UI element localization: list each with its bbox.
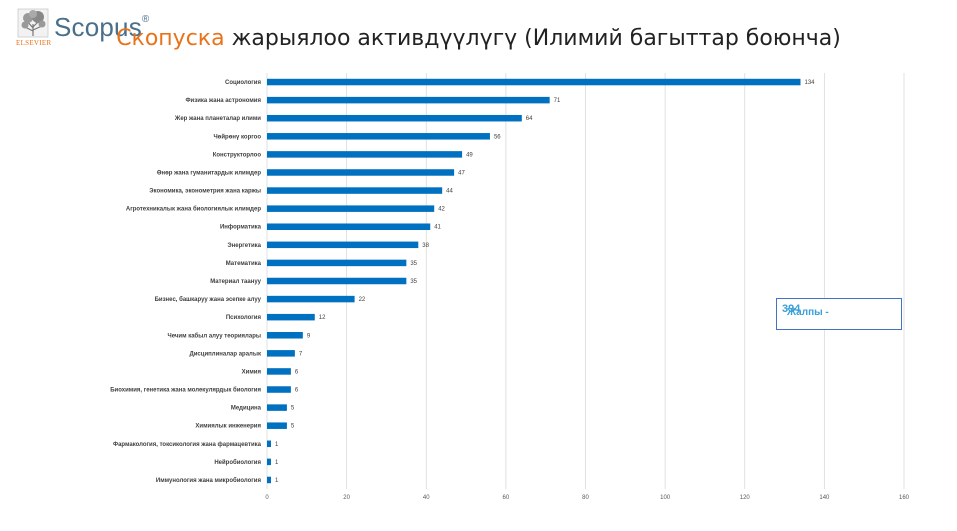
bar [267, 223, 431, 230]
total-box: Жалпы - 394 [776, 298, 902, 330]
data-label: 71 [554, 98, 561, 104]
data-label: 12 [319, 315, 326, 321]
bar [267, 404, 287, 411]
data-label: 56 [494, 134, 501, 140]
bar [267, 151, 463, 158]
data-label: 5 [291, 406, 295, 412]
category-label: Биохимия, генетика жана молекулярдык био… [110, 387, 261, 394]
bar [267, 476, 271, 484]
x-tick-label: 100 [660, 495, 671, 501]
category-label: Энергетика [227, 243, 261, 249]
page-title: Скопуска жарыялоо активдүүлүгү (Илимий б… [0, 26, 957, 51]
data-label: 7 [299, 351, 303, 357]
bar [267, 169, 455, 176]
data-label: 5 [291, 424, 295, 430]
category-label: Чечим кабыл алуу теориялары [168, 332, 261, 339]
data-label: 9 [307, 333, 311, 339]
total-value: 394 [782, 303, 801, 315]
data-label: 134 [804, 80, 815, 86]
data-label: 22 [359, 297, 366, 303]
x-tick-label: 40 [423, 495, 430, 501]
scopus-wordmark: Scopus® [54, 12, 150, 42]
bar [267, 241, 419, 249]
data-label: 1 [275, 442, 279, 448]
data-label: 6 [295, 369, 299, 375]
category-label: Конструкторлоо [213, 152, 262, 158]
bar [267, 205, 435, 212]
data-label: 1 [275, 460, 279, 466]
bar [267, 133, 490, 140]
category-label: Медицина [231, 406, 262, 412]
category-label: Чөйрөнү коргоо [213, 133, 261, 140]
bar [267, 350, 295, 357]
bar [267, 368, 291, 375]
x-tick-label: 0 [265, 495, 269, 501]
total-text: Жалпы - 394 [782, 303, 829, 318]
bar [267, 332, 303, 339]
x-tick-label: 140 [819, 495, 830, 501]
bar [267, 78, 801, 86]
bar [267, 295, 355, 303]
bar [267, 187, 443, 194]
category-label: Агротехникалык жана биологиялык илимдер [126, 206, 261, 213]
data-label: 38 [422, 243, 429, 249]
x-tick-label: 60 [503, 495, 510, 501]
x-tick-label: 80 [582, 495, 589, 501]
category-label: Дисциплиналар аралык [189, 351, 261, 357]
title-rest: жарыялоо активдүүлүгү (Илимий багыттар б… [224, 26, 841, 51]
data-label: 35 [410, 261, 417, 267]
category-label: Фармакология, токсикология жана фармацев… [113, 441, 262, 448]
bar [267, 259, 407, 267]
category-label: Химия [242, 369, 262, 375]
category-label: Иммунология жана микробиология [156, 477, 262, 484]
data-label: 49 [466, 152, 473, 158]
category-label: Химиялык инженерия [195, 424, 261, 430]
bar [267, 458, 271, 466]
category-label: Социология [225, 80, 261, 86]
bar [267, 440, 271, 448]
bar [267, 422, 287, 429]
scopus-logo: Scopus® ELSEVIER [16, 8, 149, 48]
bar [267, 386, 291, 393]
x-tick-label: 120 [740, 495, 751, 501]
x-tick-label: 20 [343, 495, 350, 501]
category-label: Психология [226, 315, 262, 321]
bar [267, 114, 522, 122]
data-label: 47 [458, 170, 465, 176]
data-label: 64 [526, 116, 533, 122]
category-label: Экономика, эконометрия жана каржы [149, 189, 261, 195]
data-label: 1 [275, 478, 279, 484]
category-label: Өнөр жана гуманитардык илимдер [157, 170, 262, 176]
category-label: Нейробиология [214, 459, 261, 466]
category-label: Бизнес, башкаруу жана эсепке алуу [155, 296, 262, 303]
total-label: Жалпы - [787, 307, 829, 318]
elsevier-wordmark: ELSEVIER [16, 39, 52, 47]
data-label: 44 [446, 189, 453, 195]
elsevier-tree-icon [17, 8, 49, 38]
data-label: 41 [434, 225, 441, 231]
category-label: Материал таануу [210, 279, 261, 285]
title-accent: Скопуска [116, 26, 225, 51]
category-label: Математика [226, 261, 262, 267]
category-label: Жер жана планеталар илими [174, 116, 261, 122]
bar [267, 313, 315, 321]
data-label: 6 [295, 388, 299, 394]
data-label: 35 [410, 279, 417, 285]
x-tick-label: 160 [899, 495, 910, 501]
category-label: Физика жана астрономия [185, 98, 261, 104]
bar [267, 277, 407, 285]
category-label: Информатика [220, 224, 262, 231]
data-label: 42 [438, 207, 445, 213]
bar [267, 96, 550, 104]
